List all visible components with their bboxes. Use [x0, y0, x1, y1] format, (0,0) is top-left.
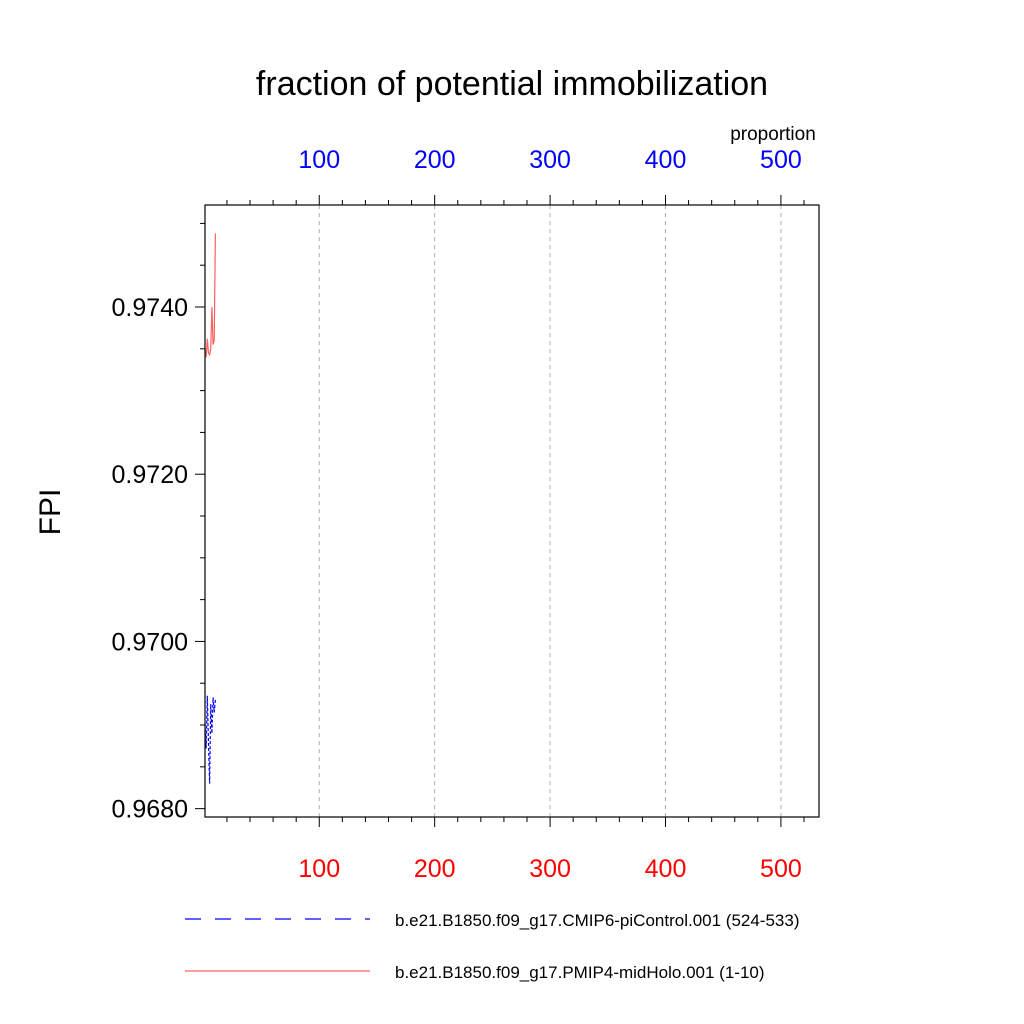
y-tick-label: 0.9700 — [112, 628, 188, 656]
axis-ticks — [195, 195, 805, 827]
tick-labels: 100 100 200 200 300 300 400 400 500 500 0.9680 0.97… — [112, 146, 802, 883]
y-tick-label: 0.9680 — [112, 796, 188, 824]
x-tick-label-top: 100 — [298, 146, 340, 174]
x-tick-label-top: 200 — [414, 146, 456, 174]
x-tick-label-bottom: 500 — [760, 855, 802, 883]
x-tick-label-bottom: 400 — [645, 855, 687, 883]
x-tick-label-bottom: 200 — [414, 855, 456, 883]
plot-frame — [204, 204, 820, 818]
grid — [318, 205, 782, 817]
x-tick-label-bottom: 300 — [529, 855, 571, 883]
legend-label-midHolo: b.e21.B1850.f09_g17.PMIP4-midHolo.001 (1… — [395, 963, 765, 982]
y-tick-label: 0.9740 — [112, 294, 188, 322]
series-line-1 — [204, 233, 216, 358]
y-axis-label: FPI — [34, 489, 67, 536]
series-line-0 — [204, 695, 216, 784]
x-tick-label-top: 500 — [760, 146, 802, 174]
x-tick-label-bottom: 100 — [298, 855, 340, 883]
legend-label-piControl: b.e21.B1850.f09_g17.CMIP6-piControl.001 … — [395, 911, 800, 930]
x-tick-label-top: 400 — [645, 146, 687, 174]
plot-lines — [204, 233, 216, 784]
legend: b.e21.B1850.f09_g17.CMIP6-piControl.001 … — [185, 911, 800, 982]
chart-title: fraction of potential immobilization — [256, 65, 768, 103]
top-axis-label: proportion — [730, 124, 816, 145]
y-tick-label: 0.9720 — [112, 461, 188, 489]
x-tick-label-top: 300 — [529, 146, 571, 174]
